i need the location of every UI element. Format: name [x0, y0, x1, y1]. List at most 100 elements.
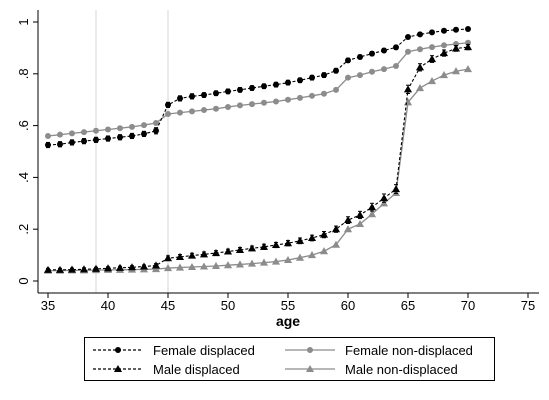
- data-point: [45, 132, 51, 139]
- data-point: [175, 263, 185, 271]
- data-point: [405, 48, 411, 55]
- data-point: [405, 34, 411, 41]
- x-tick-label: 50: [221, 298, 235, 313]
- data-point: [307, 233, 317, 242]
- data-point: [259, 258, 269, 266]
- data-point: [199, 250, 209, 258]
- x-tick-label: 35: [41, 298, 55, 313]
- data-point: [357, 53, 363, 60]
- data-point: [355, 210, 365, 218]
- legend-item: Male displaced: [91, 360, 240, 378]
- data-point: [295, 236, 305, 244]
- data-point: [427, 54, 437, 63]
- data-point: [141, 130, 147, 137]
- data-point: [403, 85, 413, 93]
- data-point: [247, 259, 257, 267]
- data-point: [223, 247, 233, 255]
- data-point: [213, 90, 219, 97]
- data-point: [189, 108, 195, 115]
- data-point: [153, 127, 159, 134]
- data-point: [187, 251, 197, 259]
- data-point: [237, 102, 243, 109]
- data-point: [43, 265, 53, 273]
- legend-item: Female non-displaced: [283, 341, 473, 359]
- data-point: [45, 142, 51, 149]
- legend-label: Female displaced: [153, 342, 255, 358]
- data-point: [57, 141, 63, 148]
- data-point: [115, 263, 125, 271]
- data-point: [237, 86, 243, 93]
- data-point: [367, 210, 377, 218]
- data-point: [333, 67, 339, 74]
- legend-key: [93, 364, 143, 373]
- data-point: [305, 364, 315, 373]
- data-point: [187, 262, 197, 271]
- data-point: [285, 96, 291, 103]
- data-point: [175, 252, 185, 260]
- data-point: [103, 264, 113, 272]
- data-point: [345, 57, 351, 64]
- data-point: [225, 88, 231, 95]
- data-point: [381, 47, 387, 54]
- y-tick-label: .4: [16, 172, 31, 183]
- x-tick-label: 75: [521, 298, 535, 313]
- x-axis-title: age: [276, 313, 300, 329]
- data-point: [249, 101, 255, 108]
- data-point: [307, 347, 313, 353]
- data-point: [271, 257, 281, 265]
- data-point: [463, 65, 473, 73]
- data-point: [321, 90, 327, 97]
- x-tick-label: 45: [161, 298, 175, 313]
- data-point: [393, 63, 399, 70]
- data-point: [259, 242, 269, 250]
- data-point: [93, 136, 99, 143]
- data-point: [249, 85, 255, 92]
- data-point: [465, 25, 471, 32]
- data-point: [117, 125, 123, 132]
- data-point: [261, 83, 267, 90]
- data-point: [319, 230, 329, 238]
- data-point: [163, 254, 173, 262]
- data-point: [67, 265, 77, 273]
- x-tick-label: 60: [341, 298, 355, 313]
- data-point: [415, 63, 425, 71]
- data-point: [463, 43, 473, 51]
- data-point: [331, 225, 341, 233]
- axes: 35 40 45 50 55 60 65 70 75 0 .2 .4 .6 .8 1: [16, 10, 539, 313]
- data-point: [273, 81, 279, 88]
- data-point: [307, 251, 317, 259]
- data-point: [271, 240, 281, 249]
- data-point: [177, 109, 183, 116]
- data-point: [223, 261, 233, 269]
- series: [43, 43, 473, 273]
- data-point: [201, 92, 207, 99]
- data-point: [69, 130, 75, 137]
- legend-label: Male displaced: [153, 361, 240, 377]
- data-point: [79, 265, 89, 273]
- data-point: [441, 42, 447, 49]
- x-tick-label: 65: [401, 298, 415, 313]
- data-point: [139, 262, 149, 270]
- legend-item: Female displaced: [91, 341, 255, 359]
- legend-label: Female non-displaced: [345, 342, 473, 358]
- legend-key: [285, 364, 335, 373]
- data-point: [355, 219, 365, 228]
- data-point: [285, 79, 291, 86]
- data-point: [283, 255, 293, 264]
- data-point: [225, 103, 231, 110]
- data-point: [319, 247, 329, 255]
- legend-label: Male non-displaced: [345, 361, 458, 377]
- data-point: [309, 92, 315, 99]
- data-point: [391, 185, 401, 193]
- data-point: [213, 105, 219, 112]
- y-tick-label: 0: [16, 277, 31, 284]
- data-point: [333, 86, 339, 93]
- plot-area: [38, 10, 539, 293]
- data-point: [369, 50, 375, 57]
- data-point: [141, 122, 147, 129]
- data-point: [81, 129, 87, 136]
- data-point: [165, 101, 171, 108]
- data-point: [201, 107, 207, 114]
- series: [45, 25, 471, 149]
- data-point: [151, 265, 161, 273]
